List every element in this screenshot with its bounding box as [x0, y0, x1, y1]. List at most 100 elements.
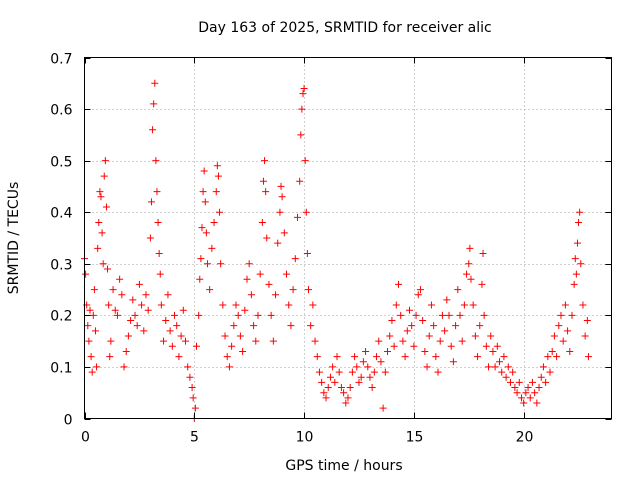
data-point	[186, 373, 194, 381]
data-point	[304, 286, 312, 294]
data-point	[324, 384, 332, 392]
data-point	[447, 342, 455, 350]
data-point	[140, 327, 148, 335]
data-point	[368, 384, 376, 392]
data-point	[234, 311, 242, 319]
data-point	[302, 208, 310, 216]
data-point	[192, 342, 200, 350]
data-point	[342, 399, 350, 407]
data-point	[129, 296, 137, 304]
data-point	[423, 363, 431, 371]
data-point	[82, 270, 90, 278]
data-point	[364, 363, 372, 371]
data-point	[228, 342, 236, 350]
data-point	[377, 358, 385, 366]
data-point	[500, 353, 508, 361]
data-point	[478, 280, 486, 288]
y-tick-label: 0.2	[50, 309, 72, 325]
data-point	[269, 337, 277, 345]
data-point	[329, 363, 337, 371]
data-point	[298, 105, 306, 113]
data-point	[152, 157, 160, 165]
data-point	[99, 260, 107, 268]
data-point	[553, 353, 561, 361]
data-point	[199, 188, 207, 196]
data-point	[357, 373, 365, 381]
data-point	[370, 368, 378, 376]
data-point	[267, 311, 275, 319]
data-point	[297, 131, 305, 139]
data-point	[467, 275, 475, 283]
data-point	[109, 286, 117, 294]
data-point	[225, 363, 233, 371]
data-point	[206, 286, 214, 294]
data-point	[146, 234, 154, 242]
data-point	[430, 322, 438, 330]
data-point	[456, 311, 464, 319]
data-point	[502, 373, 510, 381]
data-point	[419, 317, 427, 325]
data-point	[421, 347, 429, 355]
data-point	[351, 353, 359, 361]
data-point	[157, 301, 165, 309]
data-point	[570, 280, 578, 288]
data-point	[395, 280, 403, 288]
y-tick-label: 0.3	[50, 258, 72, 274]
data-point	[344, 394, 352, 402]
data-point	[425, 332, 433, 340]
data-point	[559, 337, 567, 345]
data-point	[149, 126, 157, 134]
y-tick-label: 0	[64, 413, 73, 429]
x-tick-label: 5	[190, 430, 199, 446]
data-point	[315, 368, 323, 376]
data-point	[93, 363, 101, 371]
data-point	[416, 286, 424, 294]
data-point	[493, 342, 501, 350]
data-point	[333, 353, 341, 361]
data-point	[191, 404, 199, 412]
data-point	[576, 208, 584, 216]
data-point	[299, 90, 307, 98]
data-point	[221, 332, 229, 340]
data-point	[124, 332, 132, 340]
data-point	[91, 327, 99, 335]
data-point	[434, 368, 442, 376]
data-point	[513, 389, 521, 397]
data-point	[147, 198, 155, 206]
y-tick-label: 0.5	[50, 155, 72, 171]
data-point	[198, 224, 206, 232]
data-point	[175, 353, 183, 361]
data-point	[106, 353, 114, 361]
data-point	[111, 306, 119, 314]
chart-title: Day 163 of 2025, SRMTID for receiver ali…	[198, 20, 491, 36]
data-point	[469, 301, 477, 309]
x-axis-label: GPS time / hours	[285, 458, 402, 474]
y-tick-label: 0.1	[50, 361, 72, 377]
data-point	[403, 327, 411, 335]
data-point	[197, 255, 205, 263]
data-point	[443, 296, 451, 304]
data-point	[87, 353, 95, 361]
data-point	[379, 404, 387, 412]
data-point	[509, 368, 517, 376]
data-point	[97, 193, 105, 201]
data-point	[289, 286, 297, 294]
data-point	[348, 368, 356, 376]
data-point	[471, 332, 479, 340]
data-point	[84, 322, 92, 330]
data-point	[575, 219, 583, 227]
data-point	[427, 301, 435, 309]
data-point	[436, 337, 444, 345]
data-point	[203, 260, 211, 268]
data-point	[196, 275, 204, 283]
data-point	[100, 172, 108, 180]
data-point	[577, 260, 585, 268]
data-point	[274, 239, 282, 247]
data-point	[539, 363, 547, 371]
data-point	[283, 270, 291, 278]
data-point	[517, 394, 525, 402]
data-point	[86, 306, 94, 314]
data-point	[276, 208, 284, 216]
data-point	[485, 363, 493, 371]
